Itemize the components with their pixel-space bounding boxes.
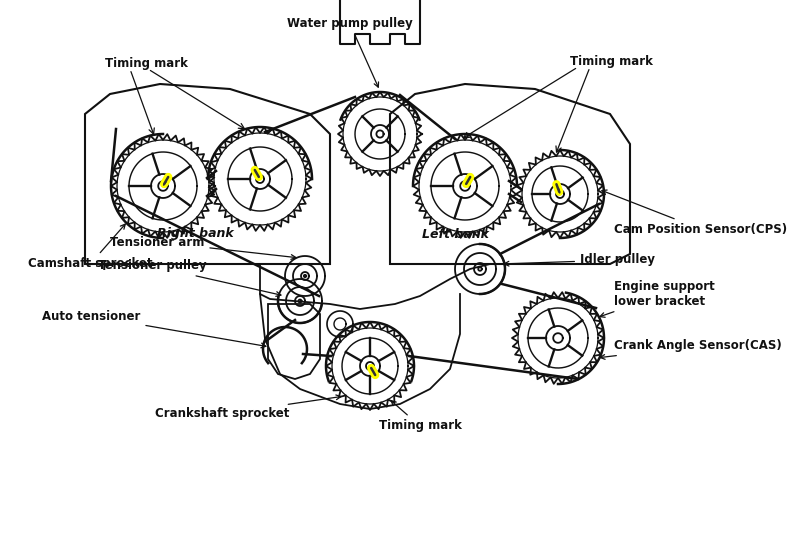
Text: Tensioner pulley: Tensioner pulley [98,260,281,296]
Text: Timing mark: Timing mark [570,56,653,68]
Text: Water pump pulley: Water pump pulley [287,18,413,87]
Text: Crank Angle Sensor(CAS): Crank Angle Sensor(CAS) [600,340,782,359]
Text: Crankshaft sprocket: Crankshaft sprocket [155,395,341,420]
Text: Engine support
lower bracket: Engine support lower bracket [600,280,714,317]
Text: Idler pulley: Idler pulley [504,254,655,266]
Text: Timing mark: Timing mark [105,58,188,70]
Text: Tensioner arm: Tensioner arm [110,235,296,260]
Text: Right bank: Right bank [157,227,234,240]
Text: Cam Position Sensor(CPS): Cam Position Sensor(CPS) [602,190,787,235]
Text: Timing mark: Timing mark [378,400,462,433]
Text: Left bank: Left bank [422,227,489,240]
Text: Camshaft sprocket: Camshaft sprocket [28,224,153,271]
Text: Auto tensioner: Auto tensioner [42,310,266,348]
